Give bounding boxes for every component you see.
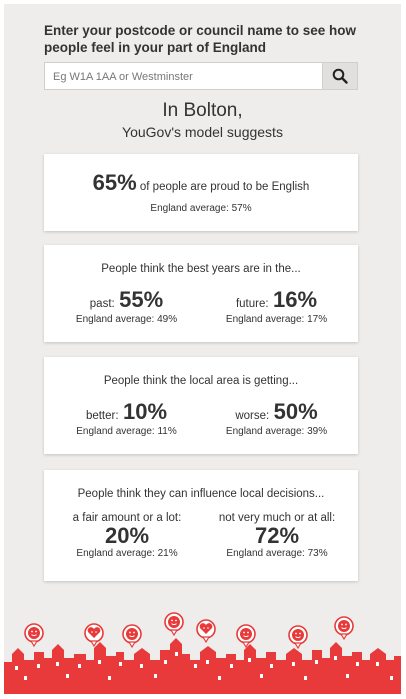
influence-positive: a fair amount or a lot: 20% England aver… (52, 512, 202, 559)
proud-line: 65% of people are proud to be English (44, 170, 358, 196)
page-frame: Enter your postcode or council name to s… (4, 4, 401, 694)
influence-positive-label: a fair amount or a lot: (72, 512, 182, 524)
happy-face-bubble-icon (236, 624, 256, 648)
location-heading: In Bolton, (162, 100, 243, 121)
better-value: 10% (123, 399, 168, 424)
influence-card: People think they can influence local de… (44, 470, 358, 581)
influence-negative-average: England average: 73% (226, 548, 328, 559)
best-years-past: past: 55% England average: 49% (54, 287, 199, 325)
search-icon (332, 68, 348, 84)
influence-question: People think they can influence local de… (77, 488, 325, 500)
local-area-better: better: 10% England average: 11% (54, 399, 199, 437)
worse-value: 50% (273, 399, 318, 424)
local-area-worse: worse: 50% England average: 39% (204, 399, 349, 437)
best-years-future: future: 16% England average: 17% (204, 287, 349, 325)
search-box (44, 62, 358, 91)
future-value: 16% (273, 287, 318, 312)
happy-face-bubble-icon (288, 625, 308, 649)
happy-face-bubble-icon (122, 624, 142, 648)
influence-positive-value: 20% (104, 523, 150, 548)
influence-negative-label: not very much or at all: (218, 512, 336, 524)
model-subheading: YouGov's model suggests (122, 124, 283, 140)
town-skyline-illustration (4, 612, 401, 694)
search-prompt: Enter your postcode or council name to s… (44, 23, 357, 55)
past-value: 55% (119, 287, 164, 312)
search-input[interactable] (51, 63, 315, 91)
past-average: England average: 49% (75, 314, 178, 325)
happy-face-bubble-icon (24, 623, 44, 647)
better-label: better: (85, 410, 119, 422)
proud-text: of people are proud to be English (136, 181, 310, 193)
proud-card: 65% of people are proud to be English En… (44, 154, 358, 231)
proud-average: England average: 57% (150, 203, 252, 214)
better-average: England average: 11% (76, 426, 177, 437)
worse-average: England average: 39% (225, 426, 328, 437)
future-average: England average: 17% (225, 314, 328, 325)
worse-label: worse: (235, 410, 270, 422)
influence-negative-value: 72% (254, 523, 300, 548)
best-years-card: People think the best years are in the..… (44, 245, 358, 342)
happy-face-bubble-icon (164, 612, 184, 636)
sad-face-bubble-icon (334, 616, 354, 640)
influence-positive-average: England average: 21% (76, 548, 178, 559)
influence-negative: not very much or at all: 72% England ave… (202, 512, 352, 559)
past-label: past: (89, 298, 115, 310)
proud-value: 65% (92, 170, 137, 195)
future-label: future: (235, 298, 269, 310)
best-years-question: People think the best years are in the..… (101, 263, 301, 275)
local-area-card: People think the local area is getting..… (44, 357, 358, 454)
heart-face-bubble-icon (196, 619, 216, 643)
search-button[interactable] (322, 63, 357, 89)
local-area-question: People think the local area is getting..… (103, 375, 299, 387)
